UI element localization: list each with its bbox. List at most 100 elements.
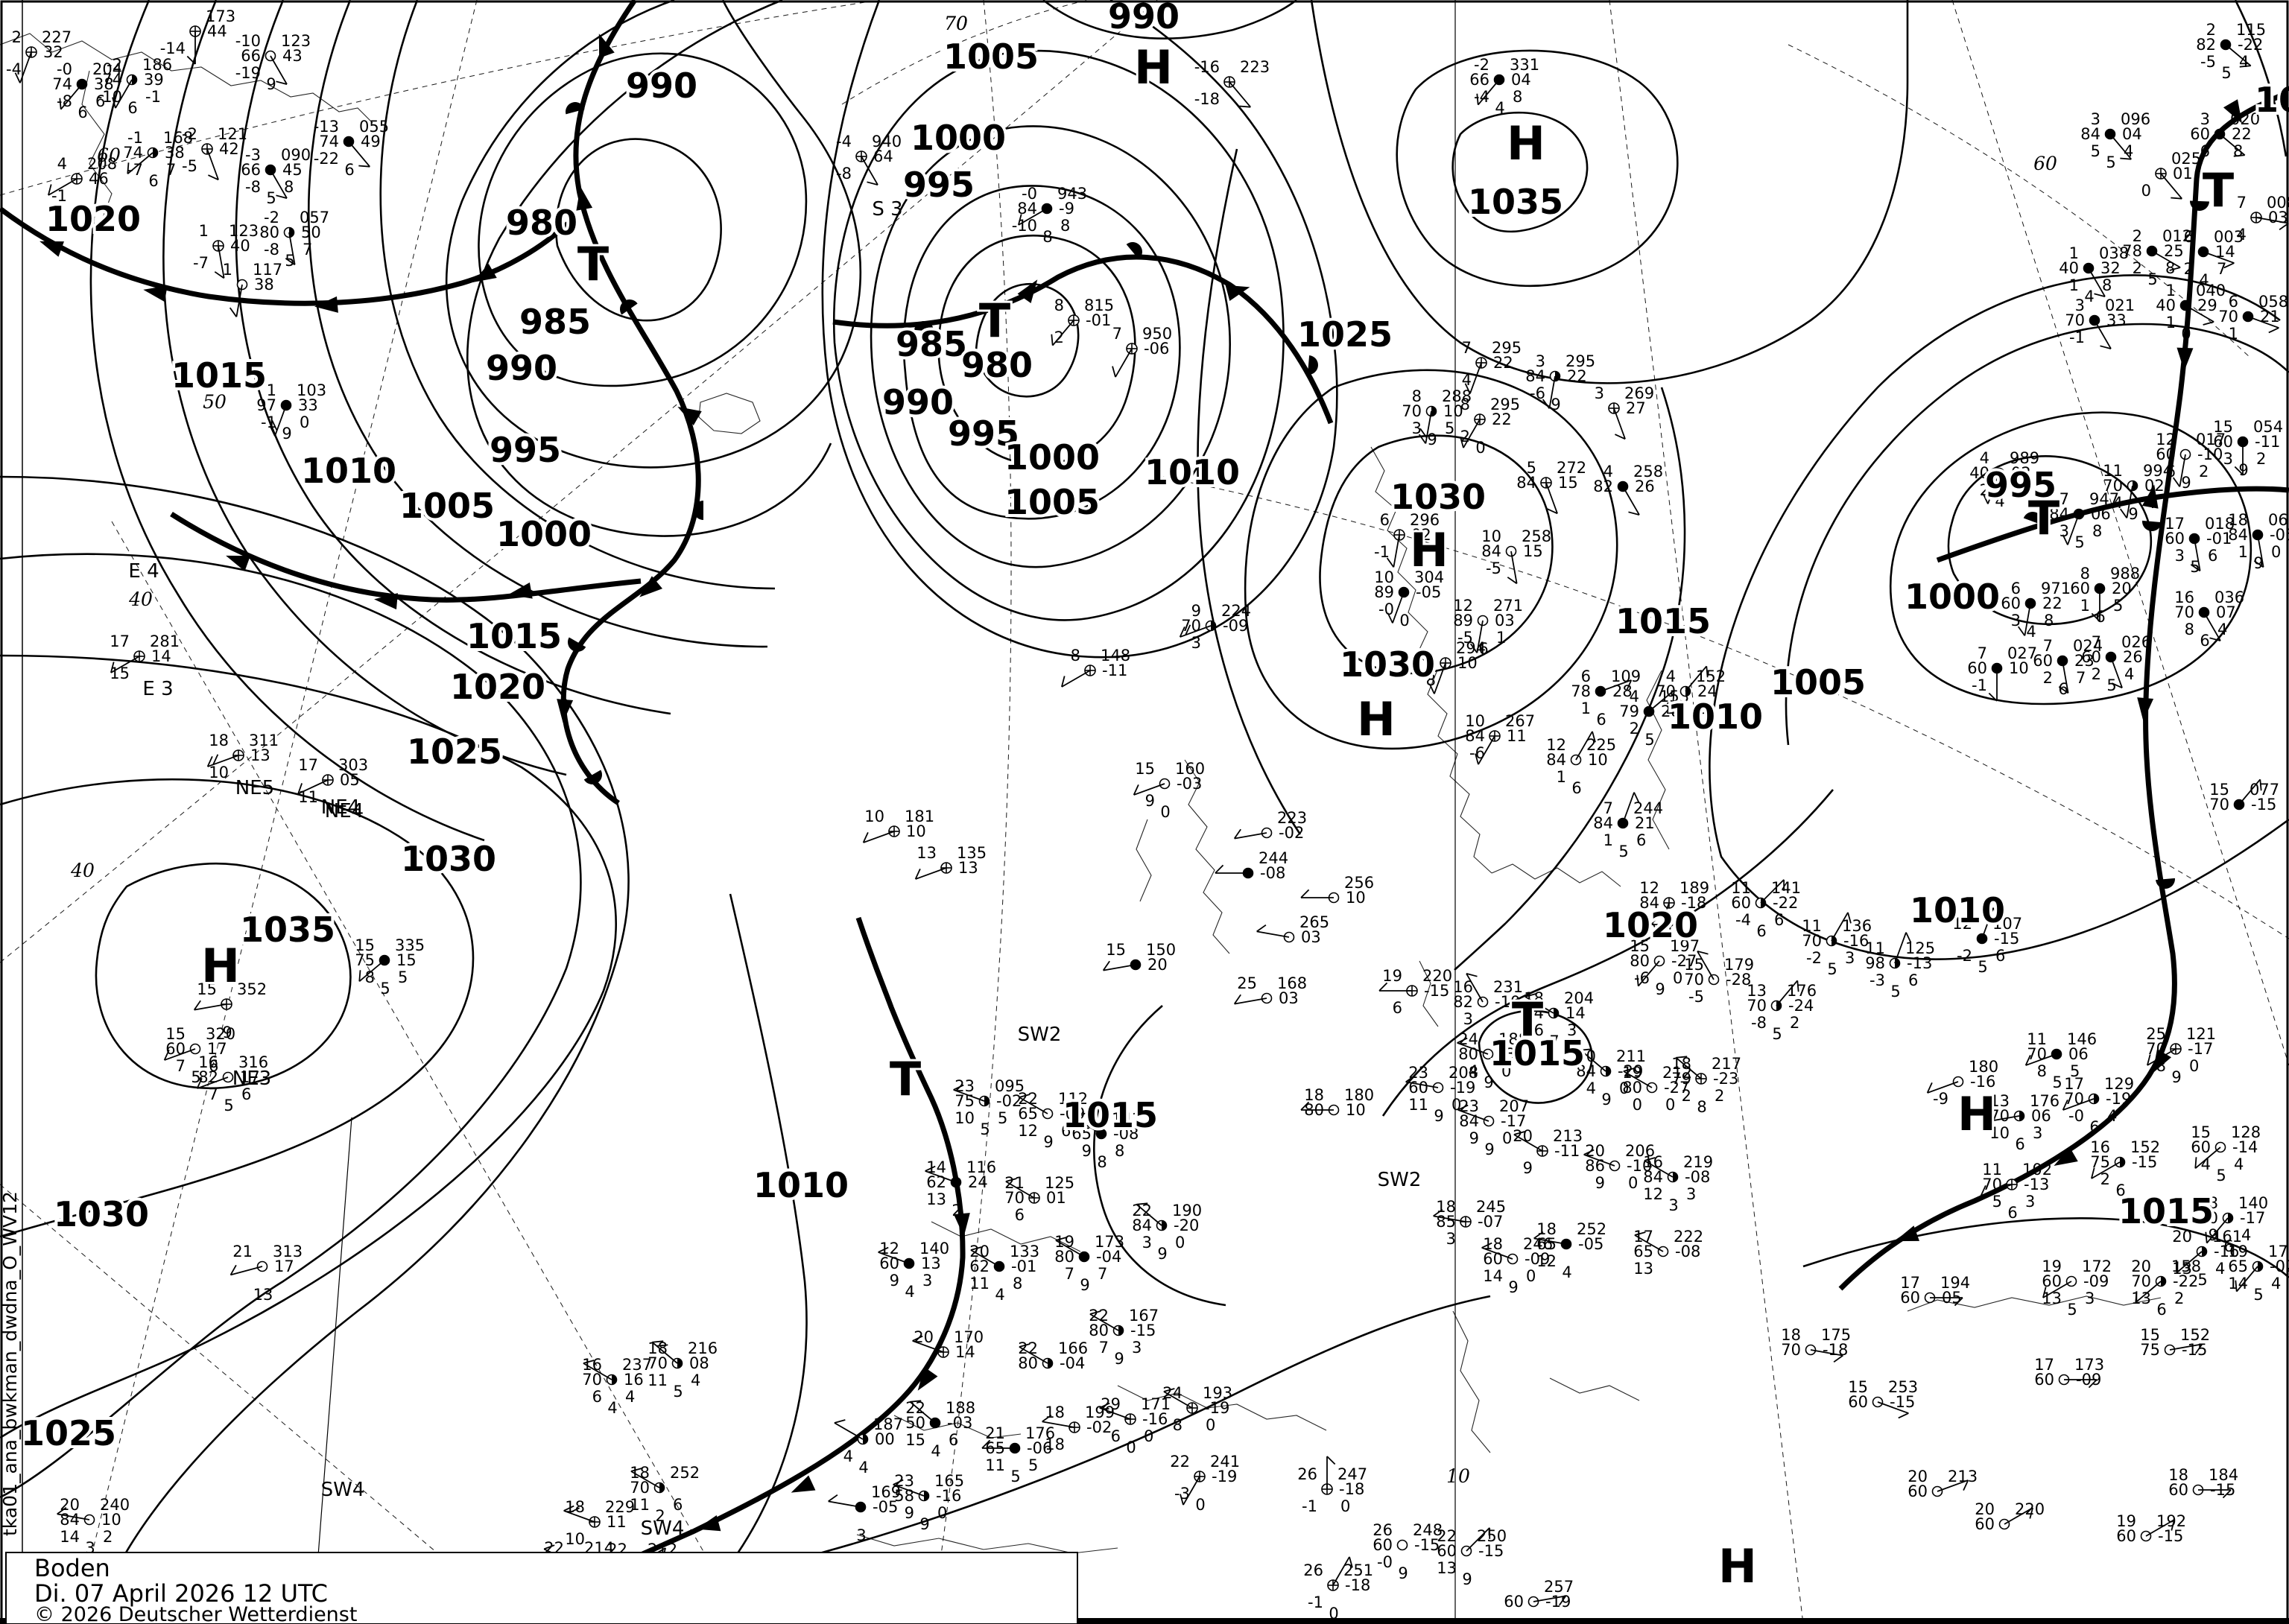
station-value: -22: [2173, 1272, 2198, 1290]
station-value: 1: [1581, 700, 1591, 717]
coastline: [1452, 1310, 1491, 1453]
station-value: 20: [1147, 956, 1168, 974]
cold-front-triangle-icon: [953, 1213, 970, 1237]
station-value: 70: [2174, 603, 2194, 621]
station-value: 0: [1665, 1096, 1675, 1114]
isobar: [0, 553, 582, 1499]
station-value: 9: [1080, 1276, 1089, 1294]
station-value: 179: [1724, 956, 1754, 974]
station-value: 6: [1478, 640, 1488, 658]
station-value: 60: [1373, 1536, 1393, 1554]
station-value: 12: [1639, 879, 1659, 897]
station-value: -10: [2197, 445, 2223, 463]
station-value: 3: [1463, 1010, 1473, 1028]
station-value: 70: [648, 1354, 668, 1372]
station-value: 2: [655, 1507, 665, 1525]
station-value: 08: [689, 1354, 709, 1372]
station-value: 19: [1622, 1064, 1642, 1082]
isobar: [0, 778, 475, 1238]
station-value: 0: [2181, 325, 2191, 343]
isobar: [819, 1295, 1491, 1555]
station-value: 10: [906, 822, 926, 840]
station-value: 14: [151, 647, 171, 665]
station-value: 160: [1175, 760, 1205, 778]
station-value: 49: [361, 133, 381, 150]
station-value: 2: [1980, 481, 1989, 499]
station-value: 11: [969, 1275, 990, 1292]
station-value: -02: [2270, 1257, 2289, 1275]
station-value: 70: [2218, 308, 2238, 326]
station-value: 257: [1544, 1578, 1574, 1596]
isobar: [902, 185, 1181, 520]
station-value: 15: [165, 1025, 186, 1043]
station-value: 13: [250, 746, 270, 764]
title-block: Boden Di. 07 April 2026 12 UTC © 2026 De…: [5, 1552, 1078, 1624]
station-value: -01: [1086, 311, 1111, 329]
station-value: 15: [1523, 542, 1543, 560]
station-value: -10: [235, 32, 261, 50]
cold-front-triangle-icon: [677, 407, 702, 426]
station-value: 7: [1098, 1265, 1107, 1283]
isobar: [1381, 789, 1834, 1117]
station-value: 3: [2175, 547, 2185, 565]
station-value: 60: [2034, 1371, 2054, 1389]
coastline: [1549, 1377, 1640, 1401]
station-value: 5: [2106, 153, 2115, 171]
cold-front-triangle-icon: [2141, 484, 2159, 509]
station-value: 058: [2258, 293, 2288, 311]
low-center-label: T: [890, 1052, 921, 1106]
station-value: 10: [954, 1109, 975, 1127]
station-value: 9: [2253, 554, 2263, 572]
station-value: 352: [237, 980, 267, 998]
station-plot: 180-16 -9: [1926, 1058, 1998, 1108]
station-value: 18: [1781, 1326, 1801, 1344]
station-value: 3: [2025, 1193, 2035, 1211]
geostrophic-wind-label: SW4: [641, 1517, 685, 1540]
station-value: -3: [1869, 971, 1885, 989]
station-value: 2: [2043, 669, 2053, 687]
station-value: 9: [266, 75, 276, 93]
station-value: -15: [1994, 930, 2019, 948]
map-labels: 1020 980985990990995100010051010101510151…: [18, 0, 2289, 1607]
station-value: 18: [1436, 1198, 1456, 1216]
station-value: 4: [1462, 371, 1472, 389]
station-value: 090: [281, 146, 311, 164]
station-value: 15: [2140, 1326, 2160, 1344]
station-value: 80: [1018, 1354, 1038, 1372]
station-value: 6: [673, 1496, 683, 1514]
station-value: -1: [1308, 1593, 1323, 1611]
station-value: 60: [2116, 1527, 2136, 1545]
station-value: 22: [2232, 125, 2252, 143]
station-value: 025: [2171, 150, 2201, 168]
station-value: 13: [958, 859, 978, 877]
station-value: 0: [1126, 1439, 1136, 1456]
station-value: 0: [1399, 612, 1409, 629]
station-value: -5: [182, 157, 197, 175]
station-value: 950: [1142, 325, 1172, 343]
station-value: 02: [2144, 477, 2165, 495]
station-value: 2: [1682, 1087, 1691, 1105]
station-value: -8: [1751, 1014, 1767, 1032]
station-value: 84: [1524, 1004, 1544, 1022]
station-value: 58: [894, 1487, 914, 1505]
station-value: 4: [1562, 1263, 1571, 1281]
station-value: 44: [207, 22, 227, 40]
station-value: 40: [2156, 296, 2176, 314]
station-value: 84: [2080, 125, 2100, 143]
station-value: 003: [2214, 228, 2244, 246]
station-value: 141: [1771, 879, 1801, 897]
station-value: 8: [2156, 1057, 2166, 1075]
station-value: 13: [1989, 1092, 2010, 1110]
station-value: 11: [607, 1513, 627, 1531]
station-value: 13: [916, 844, 937, 862]
station-value: 6: [148, 172, 158, 190]
station-value: 65: [1633, 1243, 1653, 1260]
